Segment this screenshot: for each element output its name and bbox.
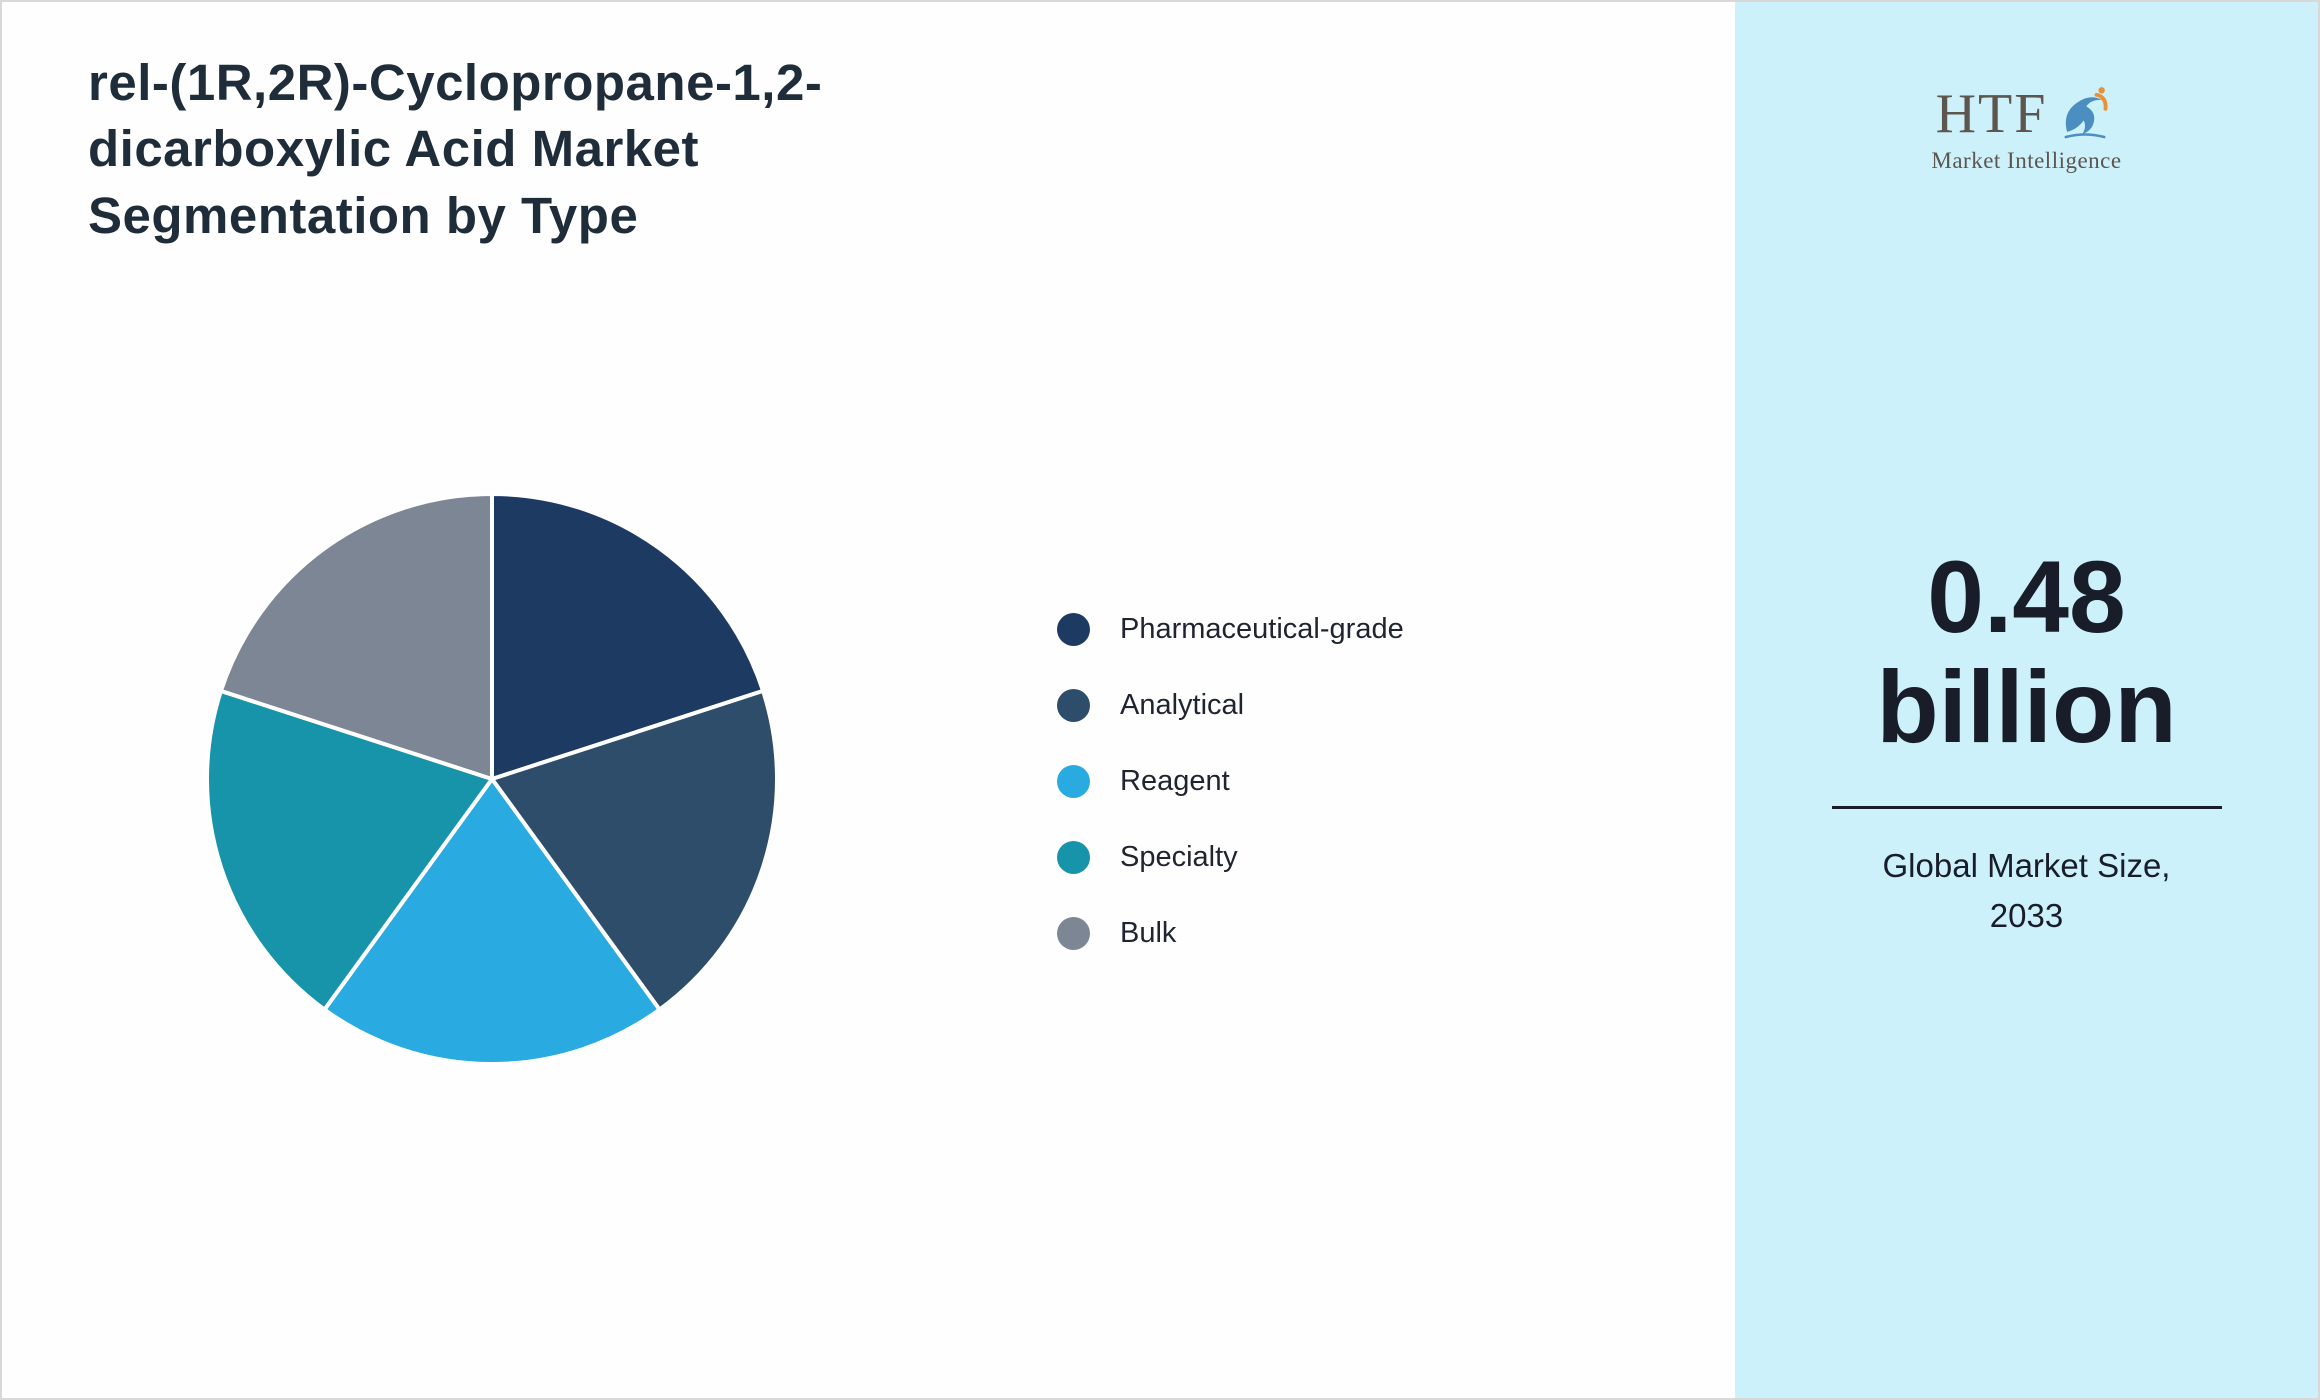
pie-slice-pharmaceutical-grade (490, 492, 766, 781)
divider-line (1831, 806, 2222, 810)
legend: Pharmaceutical-grade Analytical Reagent Spe… (1057, 591, 1404, 971)
legend-item-reagent: Reagent (1057, 743, 1404, 819)
market-size-label: Global Market Size, 2033 (1735, 841, 2318, 940)
pie-chart (192, 479, 792, 1079)
dolphin-logo-icon (2064, 87, 2108, 139)
pie-chart-svg (205, 492, 779, 1067)
legend-dot-icon (1057, 840, 1090, 874)
pie-slice-reagent (322, 777, 662, 1067)
htf-logo-text: HTF (1935, 83, 2048, 145)
chart-title-line-3: Segmentation by Type (88, 186, 639, 244)
market-size-value-line-1: 0.48 (1927, 540, 2126, 654)
market-size-value-line-2: billion (1876, 650, 2177, 765)
legend-label: Specialty (1120, 840, 1238, 873)
legend-label: Pharmaceutical-grade (1120, 612, 1404, 645)
pie-slice-bulk (218, 492, 494, 781)
legend-dot-icon (1057, 916, 1090, 950)
chart-title-line-1: rel-(1R,2R)-Cyclopropane-1,2- (88, 54, 823, 111)
htf-logo: HTF Market Intelligence (1735, 82, 2318, 174)
legend-item-analytical: Analytical (1057, 667, 1404, 743)
legend-item-bulk: Bulk (1057, 895, 1404, 971)
legend-item-pharmaceutical-grade: Pharmaceutical-grade (1057, 591, 1404, 667)
legend-label: Reagent (1120, 764, 1230, 797)
sidebar: HTF Market Intelligence 0.48 billion Glo… (1735, 2, 2318, 1398)
market-size-block: 0.48 billion Global Market Size, 2033 (1735, 542, 2318, 940)
market-size-label-line-2: 2033 (1989, 896, 2064, 934)
legend-dot-icon (1057, 688, 1090, 722)
htf-logo-subtext: Market Intelligence (1931, 148, 2122, 173)
legend-dot-icon (1057, 612, 1090, 646)
legend-label: Bulk (1120, 916, 1177, 949)
legend-dot-icon (1057, 764, 1090, 798)
pie-slice-analytical (490, 688, 779, 1012)
chart-title-line-2: dicarboxylic Acid Market (88, 120, 700, 178)
pie-slice-specialty (205, 688, 494, 1012)
legend-label: Analytical (1120, 688, 1245, 721)
legend-item-specialty: Specialty (1057, 819, 1404, 895)
htf-logo-top: HTF (1735, 82, 2318, 146)
chart-area: rel-(1R,2R)-Cyclopropane-1,2- dicarboxyl… (2, 2, 1739, 1398)
market-size-label-line-1: Global Market Size, (1882, 847, 2171, 885)
chart-title: rel-(1R,2R)-Cyclopropane-1,2- dicarboxyl… (88, 50, 822, 249)
